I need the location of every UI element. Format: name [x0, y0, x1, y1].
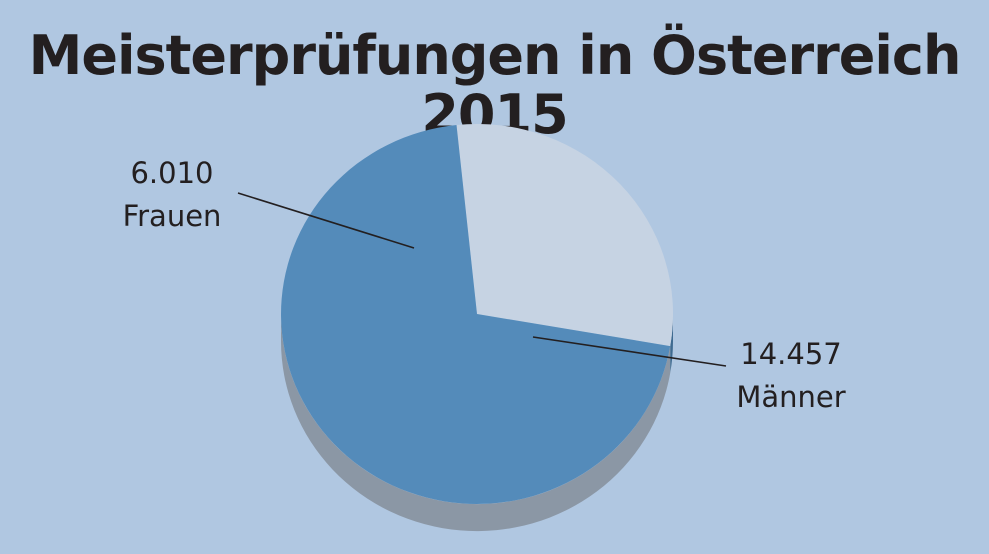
leader-line-frauen: [237, 192, 415, 249]
slice-value-maenner: 14.457: [740, 337, 841, 371]
pie-slice-frauen: [456, 123, 674, 347]
pie-slice-maenner: [281, 125, 671, 504]
chart-title: Meisterprüfungen in Österreich 2015: [28, 24, 962, 147]
slice-label-maenner: Männer: [736, 380, 845, 414]
slice-value-frauen: 6.010: [130, 156, 213, 190]
slice-label-frauen: Frauen: [123, 199, 222, 233]
leader-line-maenner: [532, 336, 727, 367]
